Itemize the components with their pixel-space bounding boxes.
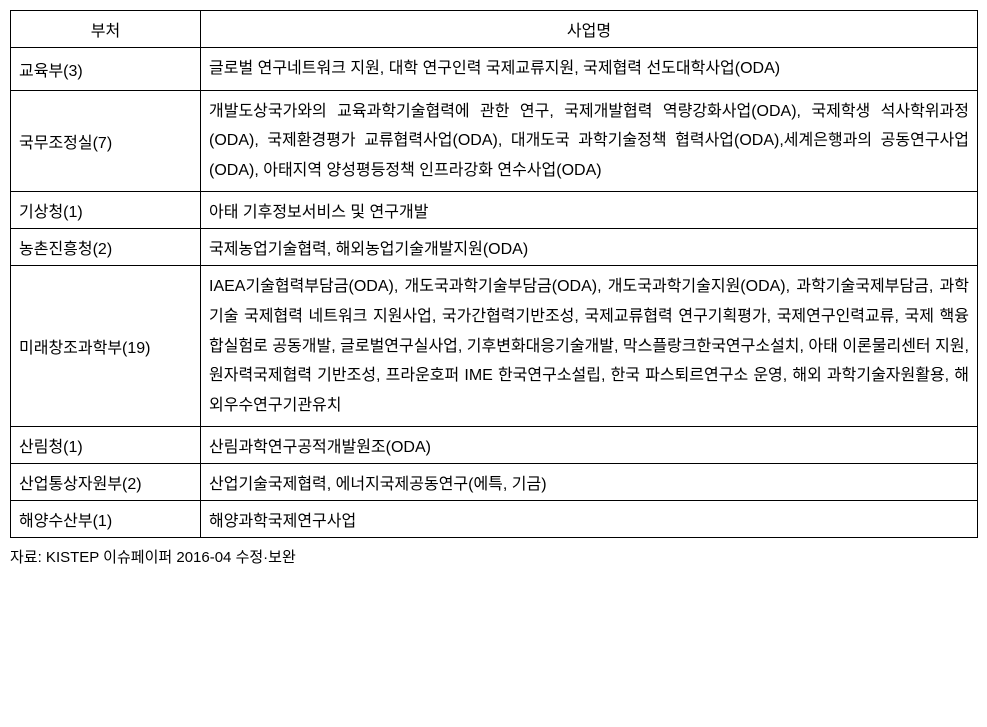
table-row: 산업통상자원부(2) 산업기술국제협력, 에너지국제공동연구(에특, 기금) <box>11 464 978 501</box>
cell-program: 산림과학연구공적개발원조(ODA) <box>201 427 978 464</box>
cell-department: 농촌진흥청(2) <box>11 229 201 266</box>
cell-program: 국제농업기술협력, 해외농업기술개발지원(ODA) <box>201 229 978 266</box>
cell-department: 해양수산부(1) <box>11 501 201 538</box>
table-body: 교육부(3) 글로벌 연구네트워크 지원, 대학 연구인력 국제교류지원, 국제… <box>11 48 978 538</box>
table-row: 농촌진흥청(2) 국제농업기술협력, 해외농업기술개발지원(ODA) <box>11 229 978 266</box>
header-program: 사업명 <box>201 11 978 48</box>
cell-program: 개발도상국가와의 교육과학기술협력에 관한 연구, 국제개발협력 역량강화사업(… <box>201 90 978 192</box>
table-row: 미래창조과학부(19) IAEA기술협력부담금(ODA), 개도국과학기술부담금… <box>11 266 978 427</box>
source-note: 자료: KISTEP 이슈페이퍼 2016-04 수정·보완 <box>10 546 977 567</box>
cell-department: 교육부(3) <box>11 48 201 91</box>
cell-department: 국무조정실(7) <box>11 90 201 192</box>
table-row: 국무조정실(7) 개발도상국가와의 교육과학기술협력에 관한 연구, 국제개발협… <box>11 90 978 192</box>
table-row: 기상청(1) 아태 기후정보서비스 및 연구개발 <box>11 192 978 229</box>
program-table: 부처 사업명 교육부(3) 글로벌 연구네트워크 지원, 대학 연구인력 국제교… <box>10 10 978 538</box>
cell-department: 기상청(1) <box>11 192 201 229</box>
cell-department: 산림청(1) <box>11 427 201 464</box>
cell-department: 미래창조과학부(19) <box>11 266 201 427</box>
cell-program: 아태 기후정보서비스 및 연구개발 <box>201 192 978 229</box>
table-row: 교육부(3) 글로벌 연구네트워크 지원, 대학 연구인력 국제교류지원, 국제… <box>11 48 978 91</box>
cell-program: IAEA기술협력부담금(ODA), 개도국과학기술부담금(ODA), 개도국과학… <box>201 266 978 427</box>
cell-department: 산업통상자원부(2) <box>11 464 201 501</box>
cell-program: 해양과학국제연구사업 <box>201 501 978 538</box>
table-row: 해양수산부(1) 해양과학국제연구사업 <box>11 501 978 538</box>
table-header-row: 부처 사업명 <box>11 11 978 48</box>
cell-program: 글로벌 연구네트워크 지원, 대학 연구인력 국제교류지원, 국제협력 선도대학… <box>201 48 978 91</box>
cell-program: 산업기술국제협력, 에너지국제공동연구(에특, 기금) <box>201 464 978 501</box>
header-department: 부처 <box>11 11 201 48</box>
table-row: 산림청(1) 산림과학연구공적개발원조(ODA) <box>11 427 978 464</box>
